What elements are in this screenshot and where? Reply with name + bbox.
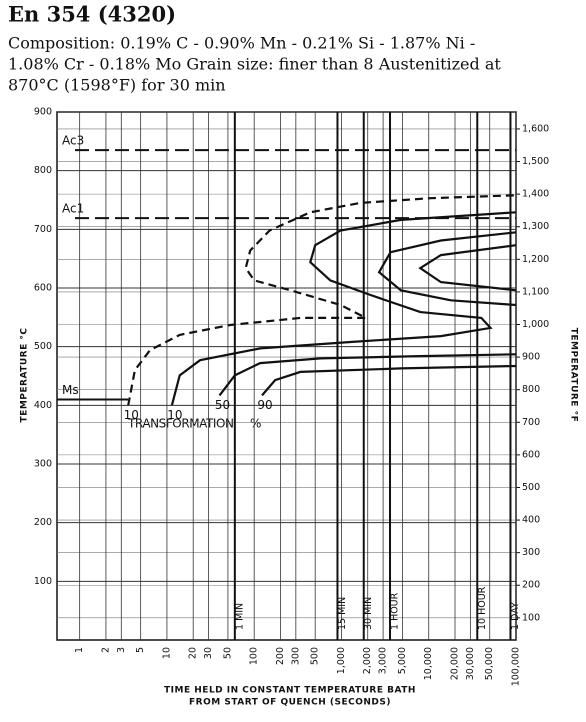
y-axis-label: TEMPERATURE °C xyxy=(20,328,30,423)
y2-tick-label: 200 xyxy=(522,580,540,591)
series-line xyxy=(170,211,517,406)
x-tick-label: 2,000 xyxy=(362,647,373,674)
x-tick-label: 5,000 xyxy=(397,647,408,674)
time-marker-label: 30 MIN xyxy=(363,597,374,630)
y2-tick-label: 300 xyxy=(522,547,540,558)
time-marker-label: 1 MIN xyxy=(234,603,245,630)
series-label: 10 xyxy=(124,408,139,422)
annotation: TRANSFORMATION xyxy=(127,417,234,431)
x-tick-label: 200 xyxy=(275,647,286,665)
series-label: 50 xyxy=(215,398,230,412)
y2-tick-label: 1,500 xyxy=(522,156,549,167)
y2-tick-label: 1,200 xyxy=(522,254,549,265)
x-tick-label: 2 xyxy=(100,647,111,653)
series-line xyxy=(218,231,517,397)
y2-tick-label: 1,100 xyxy=(522,286,549,297)
x-tick-label: 50 xyxy=(222,647,233,659)
time-marker-label: 1 HOUR xyxy=(390,592,401,630)
time-marker-label: 10 HOUR xyxy=(477,586,488,630)
y2-tick-label: 1,300 xyxy=(522,221,549,232)
x-tick-label: 1 xyxy=(74,647,85,653)
y-tick-label: 900 xyxy=(34,107,52,118)
y-tick-label: 500 xyxy=(34,341,52,352)
y2-tick-label: 500 xyxy=(522,482,540,493)
reference-label: Ac1 xyxy=(62,202,84,216)
x-tick-label: 500 xyxy=(310,647,321,665)
subtitle: Composition: 0.19% C - 0.90% Mn - 0.21% … xyxy=(8,34,475,53)
reference-label: Ms xyxy=(62,383,79,397)
y2-tick-label: 800 xyxy=(522,384,540,395)
subtitle: 1.08% Cr - 0.18% Mo Grain size: finer th… xyxy=(8,55,501,74)
x-tick-label: 100,000 xyxy=(511,647,522,686)
series-line xyxy=(127,194,517,406)
x-tick-label: 10,000 xyxy=(423,647,434,680)
y-tick-label: 200 xyxy=(34,517,52,528)
series-label: 10 xyxy=(167,408,182,422)
y-tick-label: 800 xyxy=(34,165,52,176)
subtitle: 870°C (1598°F) for 30 min xyxy=(8,76,226,95)
y2-tick-label: 1,600 xyxy=(522,123,549,134)
y2-tick-label: 1,000 xyxy=(522,319,549,330)
time-marker-label: 15 MIN xyxy=(337,597,348,630)
reference-label: Ac3 xyxy=(62,134,84,148)
x-axis-label: FROM START OF QUENCH (SECONDS) xyxy=(189,698,391,708)
series-line xyxy=(261,244,517,397)
x-tick-label: 10 xyxy=(161,647,172,659)
x-tick-label: 300 xyxy=(290,647,301,665)
x-tick-label: 30 xyxy=(203,647,214,659)
y2-tick-label: 1,400 xyxy=(522,189,549,200)
series-label: 90 xyxy=(257,398,272,412)
y-tick-label: 700 xyxy=(34,224,52,235)
y2-tick-label: 100 xyxy=(522,612,540,623)
y-tick-label: 400 xyxy=(34,400,52,411)
x-tick-label: 3 xyxy=(116,647,127,653)
annotation-unit: % xyxy=(250,417,261,431)
y2-tick-label: 900 xyxy=(522,352,540,363)
y-tick-label: 300 xyxy=(34,459,52,470)
y2-axis-label: TEMPERATURE °F xyxy=(569,328,579,423)
y2-tick-label: 400 xyxy=(522,515,540,526)
chart-title: En 354 (4320) xyxy=(8,2,176,27)
y2-tick-label: 600 xyxy=(522,449,540,460)
y-tick-label: 100 xyxy=(34,576,52,587)
y2-tick-label: 700 xyxy=(522,417,540,428)
x-tick-label: 5 xyxy=(135,647,146,653)
x-tick-label: 1,000 xyxy=(336,647,347,674)
x-tick-label: 3,000 xyxy=(378,647,389,674)
y-tick-label: 600 xyxy=(34,283,52,294)
time-marker-label: 1 DAY xyxy=(510,602,521,630)
x-tick-label: 20,000 xyxy=(450,647,461,680)
x-tick-label: 100 xyxy=(249,647,260,665)
x-tick-label: 50,000 xyxy=(484,647,495,680)
x-tick-label: 30,000 xyxy=(465,647,476,680)
x-tick-label: 20 xyxy=(188,647,199,659)
x-axis-label: TIME HELD IN CONSTANT TEMPERATURE BATH xyxy=(164,686,416,696)
